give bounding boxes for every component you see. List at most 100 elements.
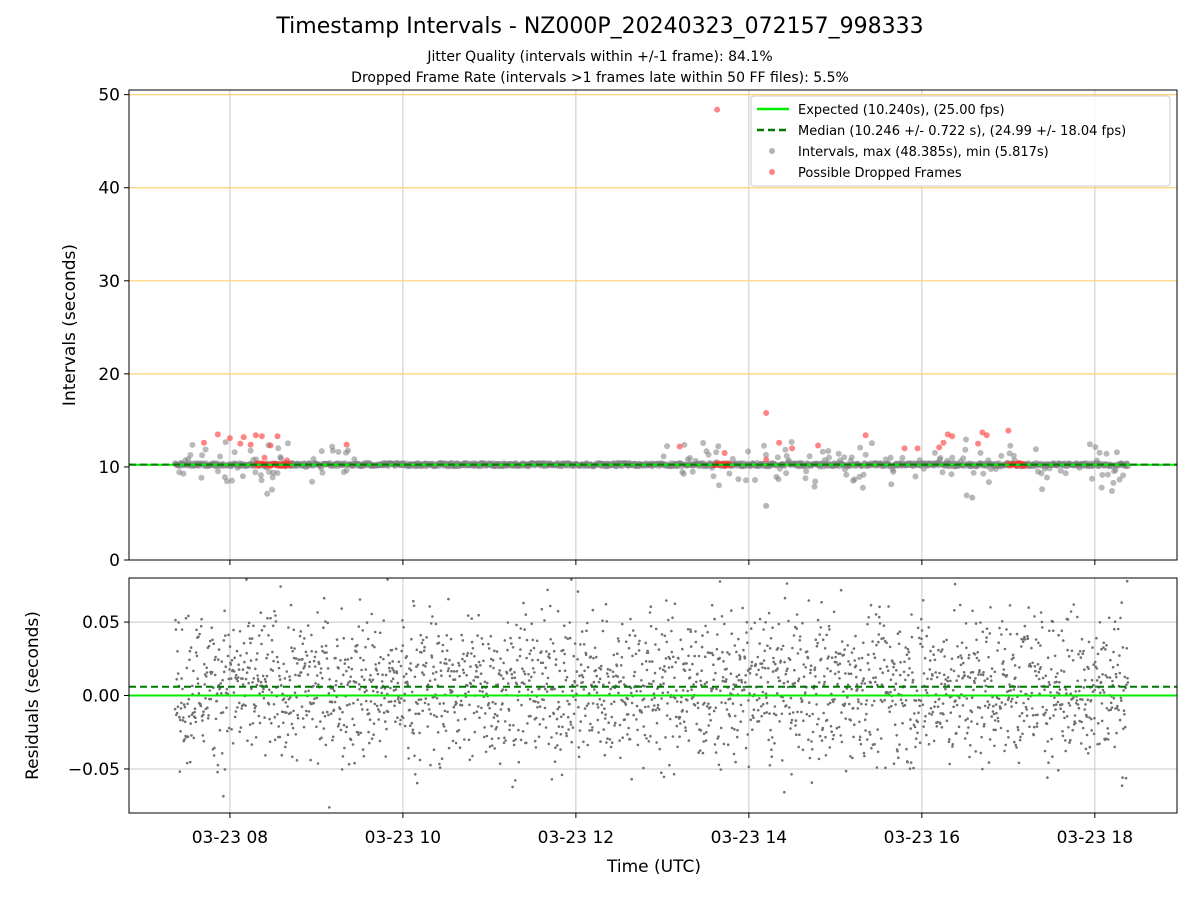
residual-point	[969, 744, 972, 747]
residual-point	[876, 683, 879, 687]
residual-point	[683, 669, 687, 672]
residual-point	[837, 652, 840, 655]
residual-point	[335, 638, 339, 641]
residual-point	[1071, 659, 1075, 662]
residual-point	[458, 746, 462, 749]
interval-point	[224, 478, 230, 485]
residual-point	[896, 750, 899, 753]
residual-point	[387, 653, 390, 657]
residual-point	[735, 650, 738, 654]
residual-point	[671, 735, 675, 738]
residual-point	[939, 722, 942, 725]
residual-point	[326, 621, 330, 625]
residual-point	[1078, 650, 1082, 653]
interval-point	[1113, 449, 1120, 456]
residual-point	[506, 648, 509, 652]
residual-point	[286, 705, 289, 708]
residual-point	[559, 733, 563, 736]
residual-point	[767, 667, 770, 670]
interval-point	[963, 436, 969, 443]
residual-point	[480, 637, 484, 640]
residual-point	[312, 659, 316, 663]
residual-point	[672, 655, 675, 659]
residual-point	[748, 671, 752, 675]
residual-point	[650, 682, 653, 686]
residual-point	[1119, 696, 1123, 700]
residual-point	[308, 660, 312, 664]
residual-point	[920, 617, 923, 621]
residual-point	[393, 699, 397, 703]
residual-point	[707, 724, 710, 727]
interval-point	[1112, 467, 1119, 473]
residual-point	[493, 712, 497, 716]
residual-point	[197, 635, 200, 639]
dropped-frame-point	[776, 439, 783, 446]
residual-point	[434, 622, 438, 626]
residual-point	[1093, 660, 1097, 664]
residual-point	[784, 672, 788, 676]
residual-point	[530, 675, 533, 679]
residual-point	[873, 742, 876, 746]
residual-point	[421, 671, 424, 674]
interval-point	[318, 448, 325, 455]
residual-point	[570, 578, 573, 581]
residual-point	[1015, 746, 1018, 749]
residual-point	[788, 706, 791, 709]
residual-point	[226, 692, 229, 696]
residual-point	[221, 711, 225, 714]
residual-point	[227, 633, 230, 637]
residual-point	[528, 679, 531, 682]
residual-point	[689, 628, 692, 631]
residual-point	[333, 700, 337, 704]
residual-point	[588, 729, 591, 732]
residual-point	[981, 630, 985, 634]
interval-point	[860, 471, 867, 478]
residual-point	[357, 683, 361, 686]
residual-point	[531, 667, 535, 670]
interval-point	[1096, 449, 1103, 456]
residual-point	[853, 723, 856, 726]
residual-point	[261, 690, 265, 694]
residual-point	[893, 723, 897, 726]
residual-point	[772, 660, 775, 664]
residual-point	[1014, 743, 1018, 747]
residual-point	[796, 710, 799, 714]
residual-point	[967, 656, 970, 660]
residual-point	[988, 703, 991, 706]
residual-point	[946, 676, 950, 679]
residual-point	[460, 633, 463, 637]
x-tick-label: 03-23 08	[192, 828, 268, 848]
residual-point	[579, 643, 582, 646]
residual-point	[939, 712, 942, 715]
residual-point	[626, 697, 630, 701]
residual-point	[813, 668, 816, 672]
residual-point	[911, 678, 915, 682]
interval-point	[309, 478, 316, 485]
residual-point	[642, 725, 645, 728]
dropped-frame-point	[714, 106, 721, 113]
residual-point	[765, 696, 768, 699]
residual-point	[842, 690, 845, 693]
residual-point	[1036, 663, 1040, 666]
residual-point	[445, 649, 449, 652]
residual-point	[899, 698, 903, 701]
residual-point	[422, 649, 426, 652]
residual-point	[965, 731, 969, 735]
residual-point	[1002, 660, 1005, 663]
residual-point	[294, 657, 298, 660]
residual-point	[532, 646, 536, 650]
residual-point	[1008, 683, 1011, 686]
residual-point	[1102, 641, 1106, 645]
residual-point	[568, 702, 571, 706]
residual-point	[903, 703, 907, 707]
residual-point	[495, 650, 499, 653]
residual-point	[818, 734, 822, 738]
residual-point	[247, 621, 251, 625]
residual-point	[216, 770, 219, 774]
residual-point	[567, 728, 570, 731]
residual-point	[823, 680, 826, 684]
residual-point	[598, 697, 602, 701]
residual-point	[402, 626, 405, 629]
residual-point	[213, 658, 217, 662]
residual-point	[274, 614, 277, 617]
